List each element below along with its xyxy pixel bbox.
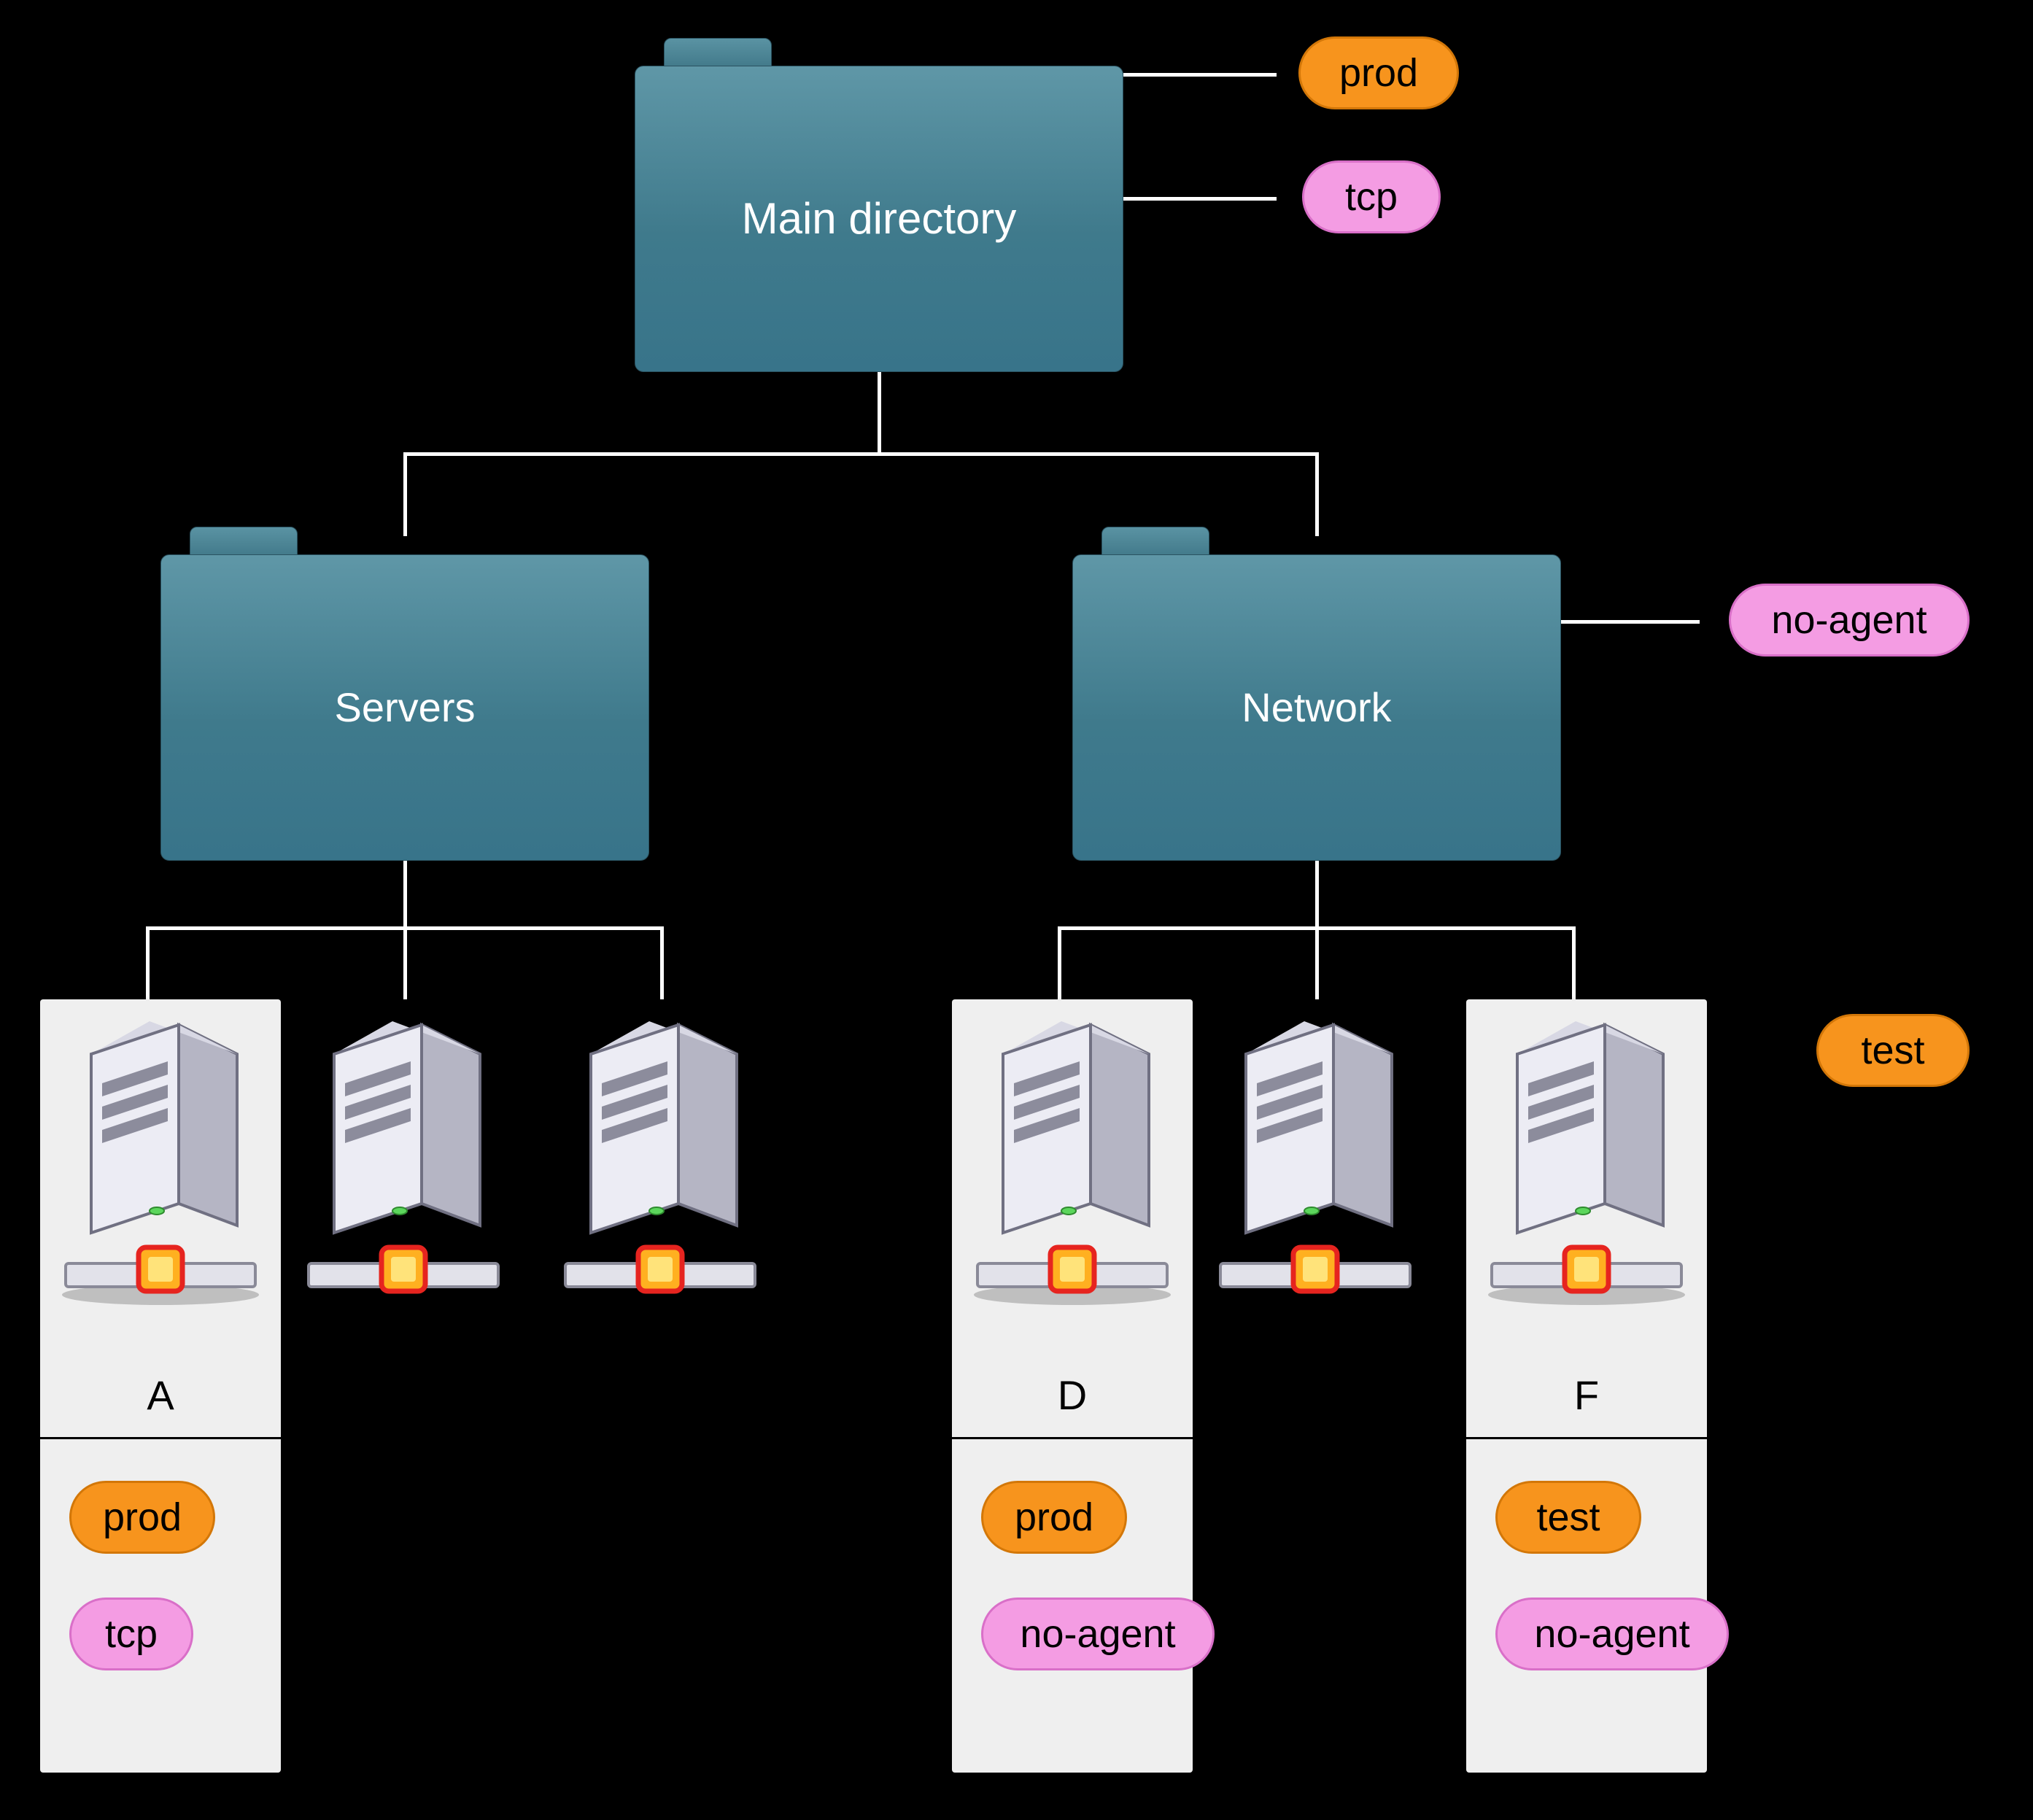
server-icon [1209,999,1421,1328]
connector-line [660,926,664,999]
test-pill-side: test [1816,1014,1970,1087]
card-divider [952,1437,1193,1439]
pill-leader-line [1561,620,1700,624]
server-label: D [952,1371,1193,1419]
folder-body: Servers [160,554,649,861]
connector-line [1572,926,1576,999]
server-label: A [40,1371,281,1419]
folder-body: Network [1072,554,1561,861]
server-icon [298,999,509,1328]
no-agent-pill-side: no-agent [1729,584,1970,657]
card-pill-prod: prod [69,1481,215,1554]
prod-pill-top: prod [1298,36,1459,109]
card-pill-test: test [1495,1481,1641,1554]
connector-line [1315,861,1319,926]
connector-line [403,861,407,926]
server-icon [554,999,766,1328]
folder-servers: Servers [160,554,649,861]
folder-label: Main directory [742,193,1017,245]
card-pill-prod: prod [981,1481,1127,1554]
connector-line [403,926,407,999]
connector-line [403,452,1319,456]
connector-line [1315,452,1319,536]
folder-label: Servers [335,683,476,732]
connector-line [1058,926,1061,999]
folder-main: Main directory [635,66,1123,372]
card-divider [40,1437,281,1439]
connector-line [146,926,150,999]
folder-label: Network [1242,683,1391,732]
card-pill-no-agent: no-agent [981,1598,1215,1670]
server-icon [1481,999,1692,1328]
card-divider [1466,1437,1707,1439]
folder-network: Network [1072,554,1561,861]
server-label: F [1466,1371,1707,1419]
card-pill-tcp: tcp [69,1598,193,1670]
pill-leader-line [1123,197,1277,201]
server-icon [967,999,1178,1328]
connector-line [403,452,407,536]
connector-line [1315,926,1319,999]
pill-leader-line [1123,73,1277,77]
connector-line [878,372,881,452]
card-pill-no-agent: no-agent [1495,1598,1729,1670]
server-icon [55,999,266,1328]
folder-body: Main directory [635,66,1123,372]
tcp-pill-top: tcp [1302,160,1441,233]
